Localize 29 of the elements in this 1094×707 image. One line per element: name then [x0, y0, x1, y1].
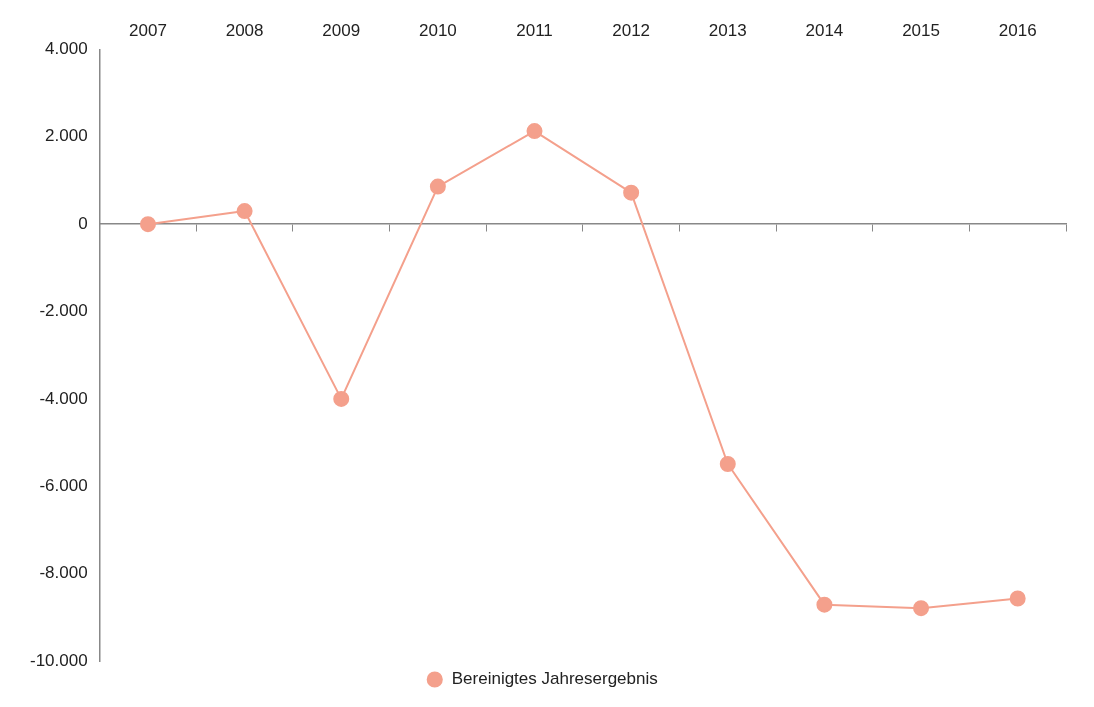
- point: [1009, 590, 1026, 607]
- x-tick-label: 2008: [225, 20, 264, 40]
- y-tick-label: 4.000: [45, 39, 88, 59]
- legend-label: Bereinigtes Jahresergebnis: [451, 669, 658, 689]
- x-tick-label: 2016: [998, 20, 1037, 40]
- x-tick-label: 2015: [902, 20, 940, 40]
- y-tick-label: 0: [78, 213, 88, 233]
- point: [333, 390, 350, 407]
- x-tick-label: 2010: [418, 20, 457, 40]
- point: [913, 600, 930, 617]
- x-tick-label: 2009: [322, 20, 361, 40]
- y-tick-label: 2.000: [45, 126, 88, 146]
- x-tick-label: 2013: [708, 20, 747, 40]
- y-tick-label: -6.000: [39, 475, 88, 495]
- y-tick-label: -4.000: [39, 388, 88, 408]
- x-tick-label: 2011: [516, 20, 553, 40]
- x-tick-label: 2012: [612, 20, 651, 40]
- point: [526, 123, 543, 140]
- y-tick-label: -8.000: [39, 563, 88, 583]
- x-tick-label: 2014: [805, 20, 844, 40]
- y-tick-label: -2.000: [39, 301, 88, 321]
- y-tick-label: -10.000: [29, 650, 88, 670]
- x-tick-label: 2007: [129, 20, 167, 40]
- point: [623, 184, 640, 201]
- point: [139, 216, 156, 233]
- point: [236, 203, 253, 220]
- point: [719, 455, 736, 472]
- point: [429, 178, 446, 195]
- point: [816, 596, 833, 613]
